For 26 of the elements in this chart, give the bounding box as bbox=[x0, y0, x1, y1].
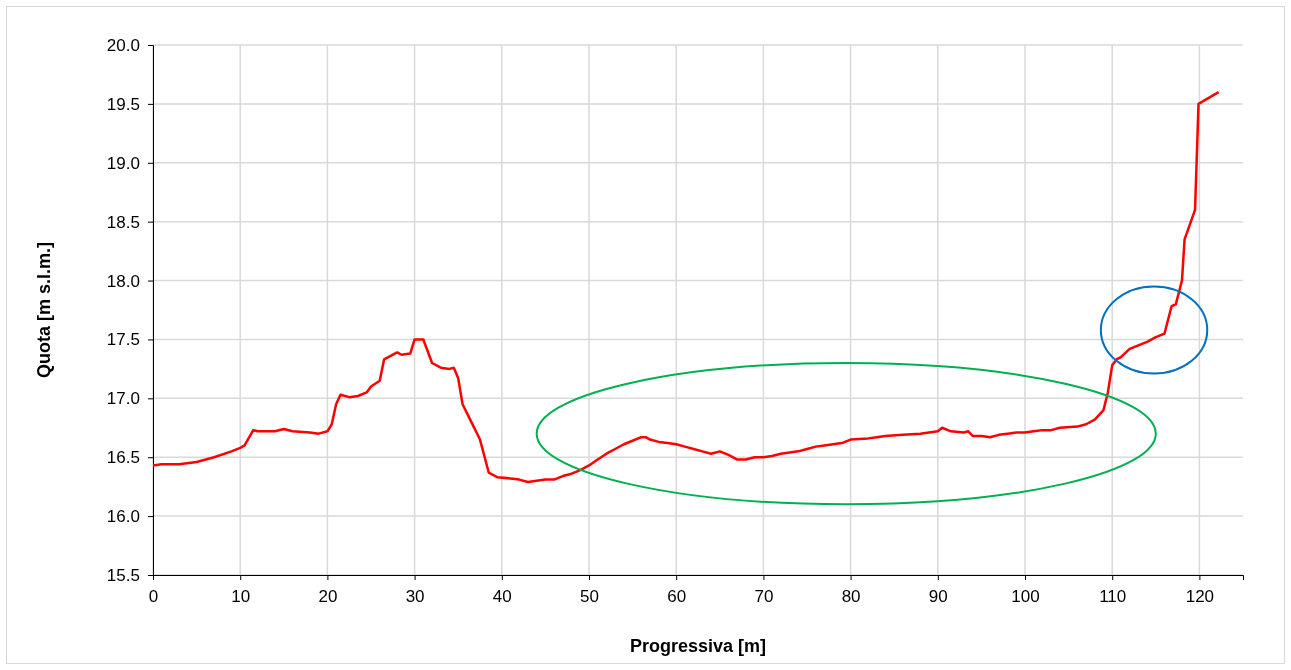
y-tick-label: 18.5 bbox=[106, 212, 140, 232]
x-tick-label: 100 bbox=[1011, 586, 1040, 606]
y-tick-label: 15.5 bbox=[106, 565, 140, 585]
y-tick-label: 16.0 bbox=[106, 507, 140, 527]
x-tick-label: 50 bbox=[580, 586, 599, 606]
y-tick-label: 17.0 bbox=[106, 389, 140, 409]
y-tick-label: 20.0 bbox=[106, 35, 140, 55]
x-tick-label: 80 bbox=[841, 586, 861, 606]
y-axis-title: Quota [m s.l.m.] bbox=[34, 241, 54, 379]
x-tick-label: 90 bbox=[928, 586, 948, 606]
x-tick-label: 60 bbox=[667, 586, 687, 606]
line-series bbox=[151, 90, 1220, 484]
x-tick-label: 120 bbox=[1185, 586, 1215, 606]
y-tick-label: 19.5 bbox=[106, 94, 140, 114]
y-tick-label: 19.0 bbox=[106, 153, 140, 173]
x-tick-label: 10 bbox=[231, 586, 251, 606]
x-tick-label: 40 bbox=[492, 586, 512, 606]
x-tick-label: 30 bbox=[405, 586, 425, 606]
x-tick-label: 0 bbox=[148, 586, 159, 606]
y-tick-label: 16.5 bbox=[106, 448, 140, 468]
y-tick-label: 18.0 bbox=[106, 271, 140, 291]
x-tick-label: 20 bbox=[318, 586, 338, 606]
y-tick-label: 17.5 bbox=[106, 330, 140, 350]
x-axis-title: Progressiva [m] bbox=[629, 636, 767, 656]
x-tick-label: 110 bbox=[1099, 586, 1127, 606]
x-tick-label: 70 bbox=[754, 586, 774, 606]
